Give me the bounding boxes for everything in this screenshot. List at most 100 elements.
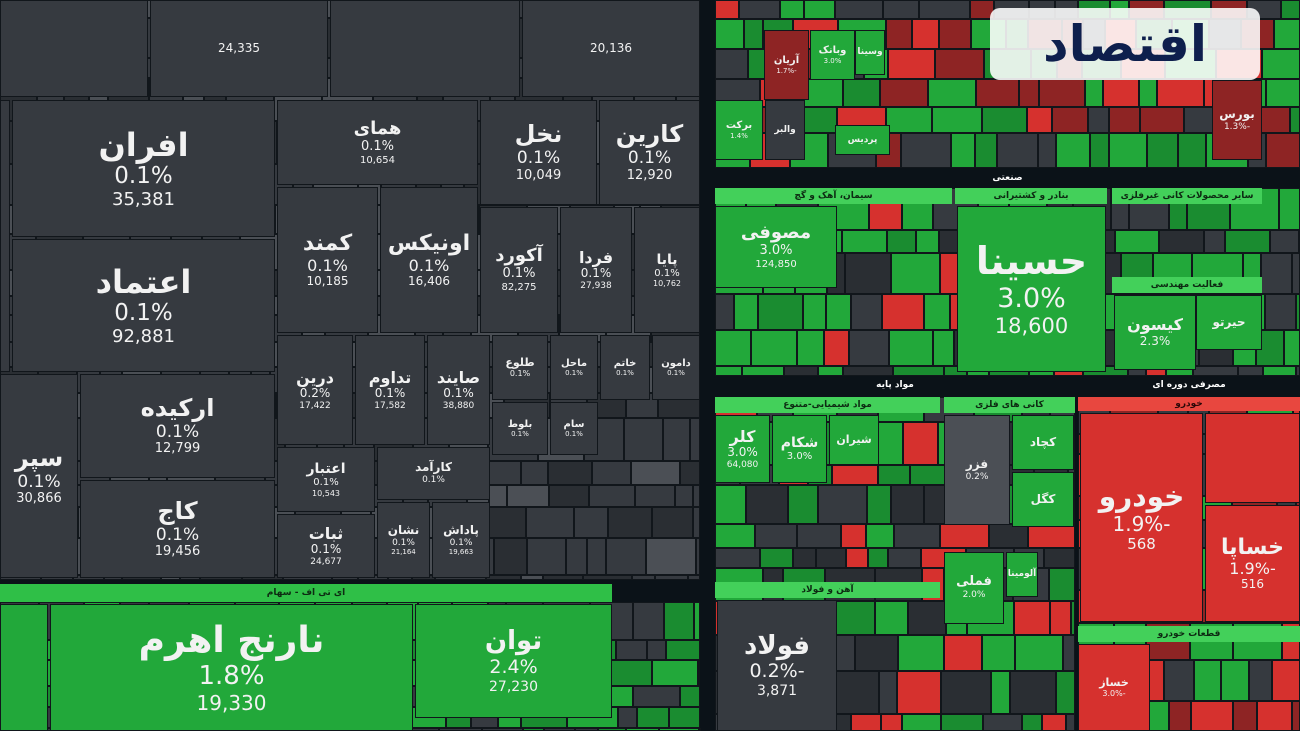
filler-tile [891,485,924,524]
tile-volume: 10,049 [515,167,562,183]
stock-tile: حسینا 3.0% 18,600 [957,206,1106,372]
tile-volume: 12,920 [626,167,673,183]
filler-tile [935,49,984,79]
filler-tile [886,107,932,133]
section-header: مصرفی دوره ای [1078,376,1300,394]
stock-tile: وبانک 3.0% [810,30,855,80]
tile-change: 0.2% [965,471,989,482]
filler-tile [1063,635,1075,671]
tile-name: طلوع [505,355,535,369]
stock-tile: بلوط 0.1% [492,402,548,455]
filler-tile [1090,133,1109,168]
filler-tile [788,485,818,524]
tile-change: 0.2% [299,386,331,401]
filler-tile [898,635,944,671]
tile-change: -1.9% [1112,512,1171,537]
tile-volume: 10,185 [306,273,349,288]
filler-tile [610,660,652,686]
tile-name: نارنج اهرم [138,620,325,662]
filler-tile [1066,714,1075,731]
filler-tile [982,107,1027,133]
tile-change: 0.1% [422,475,445,486]
filler-tile [680,686,700,707]
filler-tile [715,0,739,19]
tile-change: 3.0% [823,56,842,65]
filler-tile [876,422,903,465]
filler-tile [1010,671,1056,714]
filler-tile [1109,133,1147,168]
filler-tile [835,0,883,19]
stock-tile: پایا 0.1% 10,762 [634,207,700,333]
filler-tile [635,485,675,507]
filler-tile [780,0,804,19]
stock-tile: کارین 0.1% 12,920 [599,100,700,205]
filler-tile [887,230,916,253]
filler-tile [803,294,826,330]
filler-tile [693,485,700,507]
tile-name: فزر [965,456,989,471]
stock-tile: اعتماد 0.1% 92,881 [12,239,275,372]
stock-tile: مصوفی 3.0% 124,850 [715,206,837,288]
stock-tile: برکت 1.4% [715,100,763,160]
stock-tile: خاتم 0.1% [600,335,650,400]
stock-tile: وسینا [855,30,885,75]
stock-tile: شکام 3.0% [772,415,827,483]
tile-change: 3.0% [727,445,758,460]
stock-tile: تداوم 0.1% 17,582 [355,335,425,445]
tile-change: 2.0% [962,590,986,601]
tile-volume: 124,850 [755,259,797,271]
tile-name: مصوفی [740,222,812,244]
stock-tile: ماحل 0.1% [550,335,598,400]
filler-tile [975,133,997,168]
tile-volume: 27,938 [580,280,612,291]
section-header: کانی های فلزی [944,397,1075,413]
tile-name: نخل [514,120,563,149]
stock-tile: فملی 2.0% [944,552,1004,624]
tile-change: 0.1% [374,386,406,401]
filler-tile [897,671,941,714]
filler-tile [744,19,763,49]
tile-name: همای [353,117,402,139]
filler-tile [574,507,608,538]
filler-tile [1262,49,1300,79]
section-header: سایر محصولات کانی غیرفلزی [1112,188,1262,204]
section-header: خودرو [1078,397,1300,411]
filler-tile [330,0,520,97]
filler-tile [1178,133,1206,168]
filler-tile [824,330,849,366]
stock-tile: سپر 0.1% 30,866 [0,374,78,578]
section-header: مواد پایه [715,376,1075,394]
section-header: مواد شیمیایی-متنوع [715,397,940,413]
filler-tile [669,707,700,728]
filler-tile [1056,133,1090,168]
stock-tile: کمند 0.1% 10,185 [277,187,378,333]
filler-tile [715,524,755,548]
filler-tile [793,548,816,568]
tile-change: 0.1% [310,542,342,557]
filler-tile [652,660,698,686]
stock-tile: خودرو -1.9% 568 [1080,413,1203,622]
tile-name: فملی [956,574,992,590]
tile-name: افران [98,125,189,164]
stock-tile: ارکیده 0.1% 12,799 [80,374,275,478]
filler-tile [843,79,880,107]
filler-tile [816,548,846,568]
filler-tile [647,640,666,660]
tile-change: 0.1% [443,386,474,401]
tile-name: کارآمد [415,460,452,475]
filler-tile [886,19,912,49]
filler-tile [1193,366,1238,376]
filler-tile [543,575,583,580]
stock-tile: اعتبار 0.1% 10,543 [277,447,375,512]
filler-tile [982,635,1015,671]
filler-tile [784,366,818,376]
filler-tile [1233,701,1257,731]
filler-tile [637,707,669,728]
tile-change: 0.1% [313,477,339,489]
tile-name: والبر [774,124,796,135]
filler-tile [881,714,902,731]
tile-change: 0.1% [565,369,583,378]
filler-tile [989,524,1028,548]
tile-name: خاتم [613,357,637,369]
filler-tile [1139,79,1157,107]
